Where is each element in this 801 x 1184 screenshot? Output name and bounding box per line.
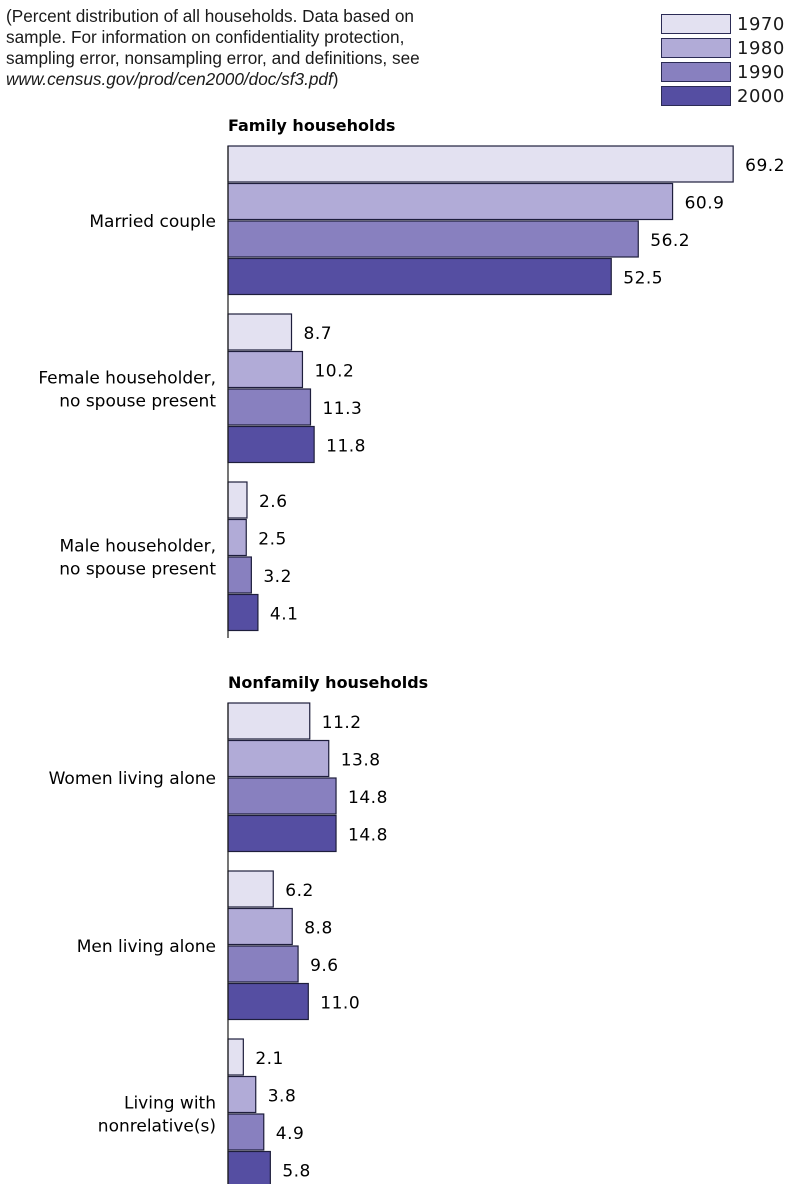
- legend-item-1970: 1970: [661, 12, 801, 36]
- bar: [227, 388, 312, 426]
- category-label: Male householder,: [60, 537, 216, 557]
- bar-value-label: 11.3: [322, 399, 362, 419]
- bar: [227, 1038, 244, 1076]
- bar-value-label: 3.2: [263, 567, 292, 587]
- bar: [227, 814, 337, 853]
- legend-label-1970: 1970: [737, 13, 785, 35]
- bar: [227, 702, 311, 740]
- bar-value-label: 9.6: [310, 956, 339, 976]
- category-label: Living with: [124, 1094, 216, 1114]
- category-label: no spouse present: [59, 560, 216, 580]
- bar: [227, 739, 330, 778]
- bar: [227, 313, 293, 351]
- bar: [227, 220, 639, 258]
- bar: [227, 1113, 265, 1151]
- bar-value-label: 5.8: [282, 1162, 311, 1182]
- bar-value-label: 11.0: [320, 994, 360, 1014]
- bar: [227, 777, 337, 815]
- bar-value-label: 4.1: [270, 605, 299, 625]
- bar: [227, 518, 247, 557]
- legend-item-1980: 1980: [661, 36, 801, 60]
- bar-value-label: 13.8: [341, 751, 381, 771]
- bar-value-label: 3.8: [268, 1087, 297, 1107]
- bar: [227, 945, 299, 983]
- panel-title: Family households: [228, 116, 395, 135]
- note-close: ): [332, 69, 339, 89]
- bar: [227, 257, 612, 296]
- bar-value-label: 52.5: [623, 269, 663, 289]
- bar: [227, 870, 274, 908]
- legend-label-2000: 2000: [737, 85, 785, 107]
- legend-swatch-1970: [661, 14, 731, 34]
- note-url: www.census.gov/prod/cen2000/doc/sf3.pdf: [6, 69, 333, 89]
- category-label: no spouse present: [59, 392, 216, 412]
- bar: [227, 481, 248, 519]
- bar: [227, 907, 293, 946]
- bar-value-label: 2.6: [259, 492, 288, 512]
- legend-swatch-2000: [661, 86, 731, 106]
- bar-value-label: 4.9: [276, 1124, 305, 1144]
- legend-item-1990: 1990: [661, 60, 801, 84]
- bar-value-label: 6.2: [285, 881, 314, 901]
- bar-value-label: 8.7: [304, 324, 333, 344]
- bar-value-label: 2.5: [258, 530, 287, 550]
- legend-label-1990: 1990: [737, 61, 785, 83]
- bar: [227, 556, 252, 594]
- category-label: Women living alone: [49, 769, 216, 789]
- category-label: Married couple: [89, 212, 216, 232]
- bar: [227, 1075, 257, 1114]
- bar-value-label: 11.8: [326, 437, 366, 457]
- bar: [227, 425, 315, 464]
- bar-value-label: 60.9: [685, 194, 725, 214]
- bar: [227, 182, 674, 221]
- category-label: Men living alone: [77, 937, 216, 957]
- legend-swatch-1980: [661, 38, 731, 58]
- bar-value-label: 10.2: [314, 362, 354, 382]
- bar-value-label: 11.2: [322, 713, 362, 733]
- bar: [227, 593, 259, 632]
- bar-value-label: 8.8: [304, 919, 333, 939]
- category-label: nonrelative(s): [98, 1117, 216, 1137]
- chart-legend: 1970 1980 1990 2000: [661, 12, 801, 108]
- bar-value-label: 69.2: [745, 156, 785, 176]
- legend-swatch-1990: [661, 62, 731, 82]
- bar-value-label: 56.2: [650, 231, 690, 251]
- bar-value-label: 2.1: [255, 1049, 284, 1069]
- bar: [227, 145, 734, 183]
- panel-title: Nonfamily households: [228, 673, 428, 692]
- legend-label-1980: 1980: [737, 37, 785, 59]
- bar: [227, 982, 309, 1021]
- chart-note: (Percent distribution of all households.…: [6, 6, 476, 90]
- bar-value-label: 14.8: [348, 826, 388, 846]
- bar: [227, 1150, 271, 1184]
- bar: [227, 350, 304, 389]
- bar-value-label: 14.8: [348, 788, 388, 808]
- legend-item-2000: 2000: [661, 84, 801, 108]
- category-label: Female householder,: [38, 369, 216, 389]
- note-text: (Percent distribution of all households.…: [6, 6, 420, 68]
